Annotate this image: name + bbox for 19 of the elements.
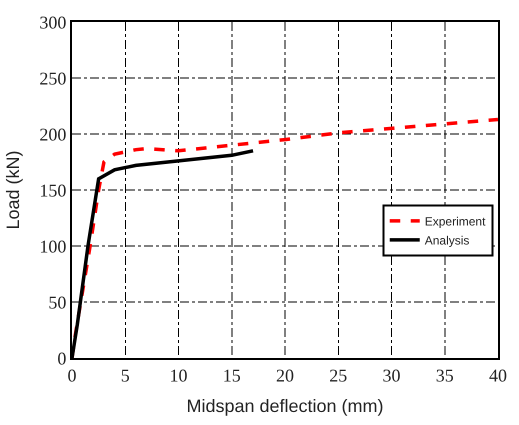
x-tick-label: 35 xyxy=(436,366,454,386)
x-tick-label: 25 xyxy=(329,366,348,386)
x-axis-title: Midspan deflection (mm) xyxy=(186,396,384,416)
x-tick-label: 15 xyxy=(222,366,241,386)
legend-label: Experiment xyxy=(424,214,486,228)
x-tick-label: 40 xyxy=(489,366,507,386)
x-tick-label: 5 xyxy=(120,366,130,386)
y-tick-label: 300 xyxy=(39,12,66,32)
y-tick-label: 0 xyxy=(57,348,66,368)
x-tick-label: 30 xyxy=(382,366,400,386)
x-tick-label: 10 xyxy=(170,366,188,386)
y-tick-label: 50 xyxy=(48,292,66,312)
y-tick-label: 100 xyxy=(39,236,66,256)
y-tick-label: 200 xyxy=(39,124,66,144)
y-tick-label: 150 xyxy=(39,180,66,200)
x-tick-label: 20 xyxy=(276,366,294,386)
y-axis-title: Load (kN) xyxy=(3,150,24,230)
y-tick-label: 250 xyxy=(39,68,66,88)
legend-label: Analysis xyxy=(424,234,470,248)
